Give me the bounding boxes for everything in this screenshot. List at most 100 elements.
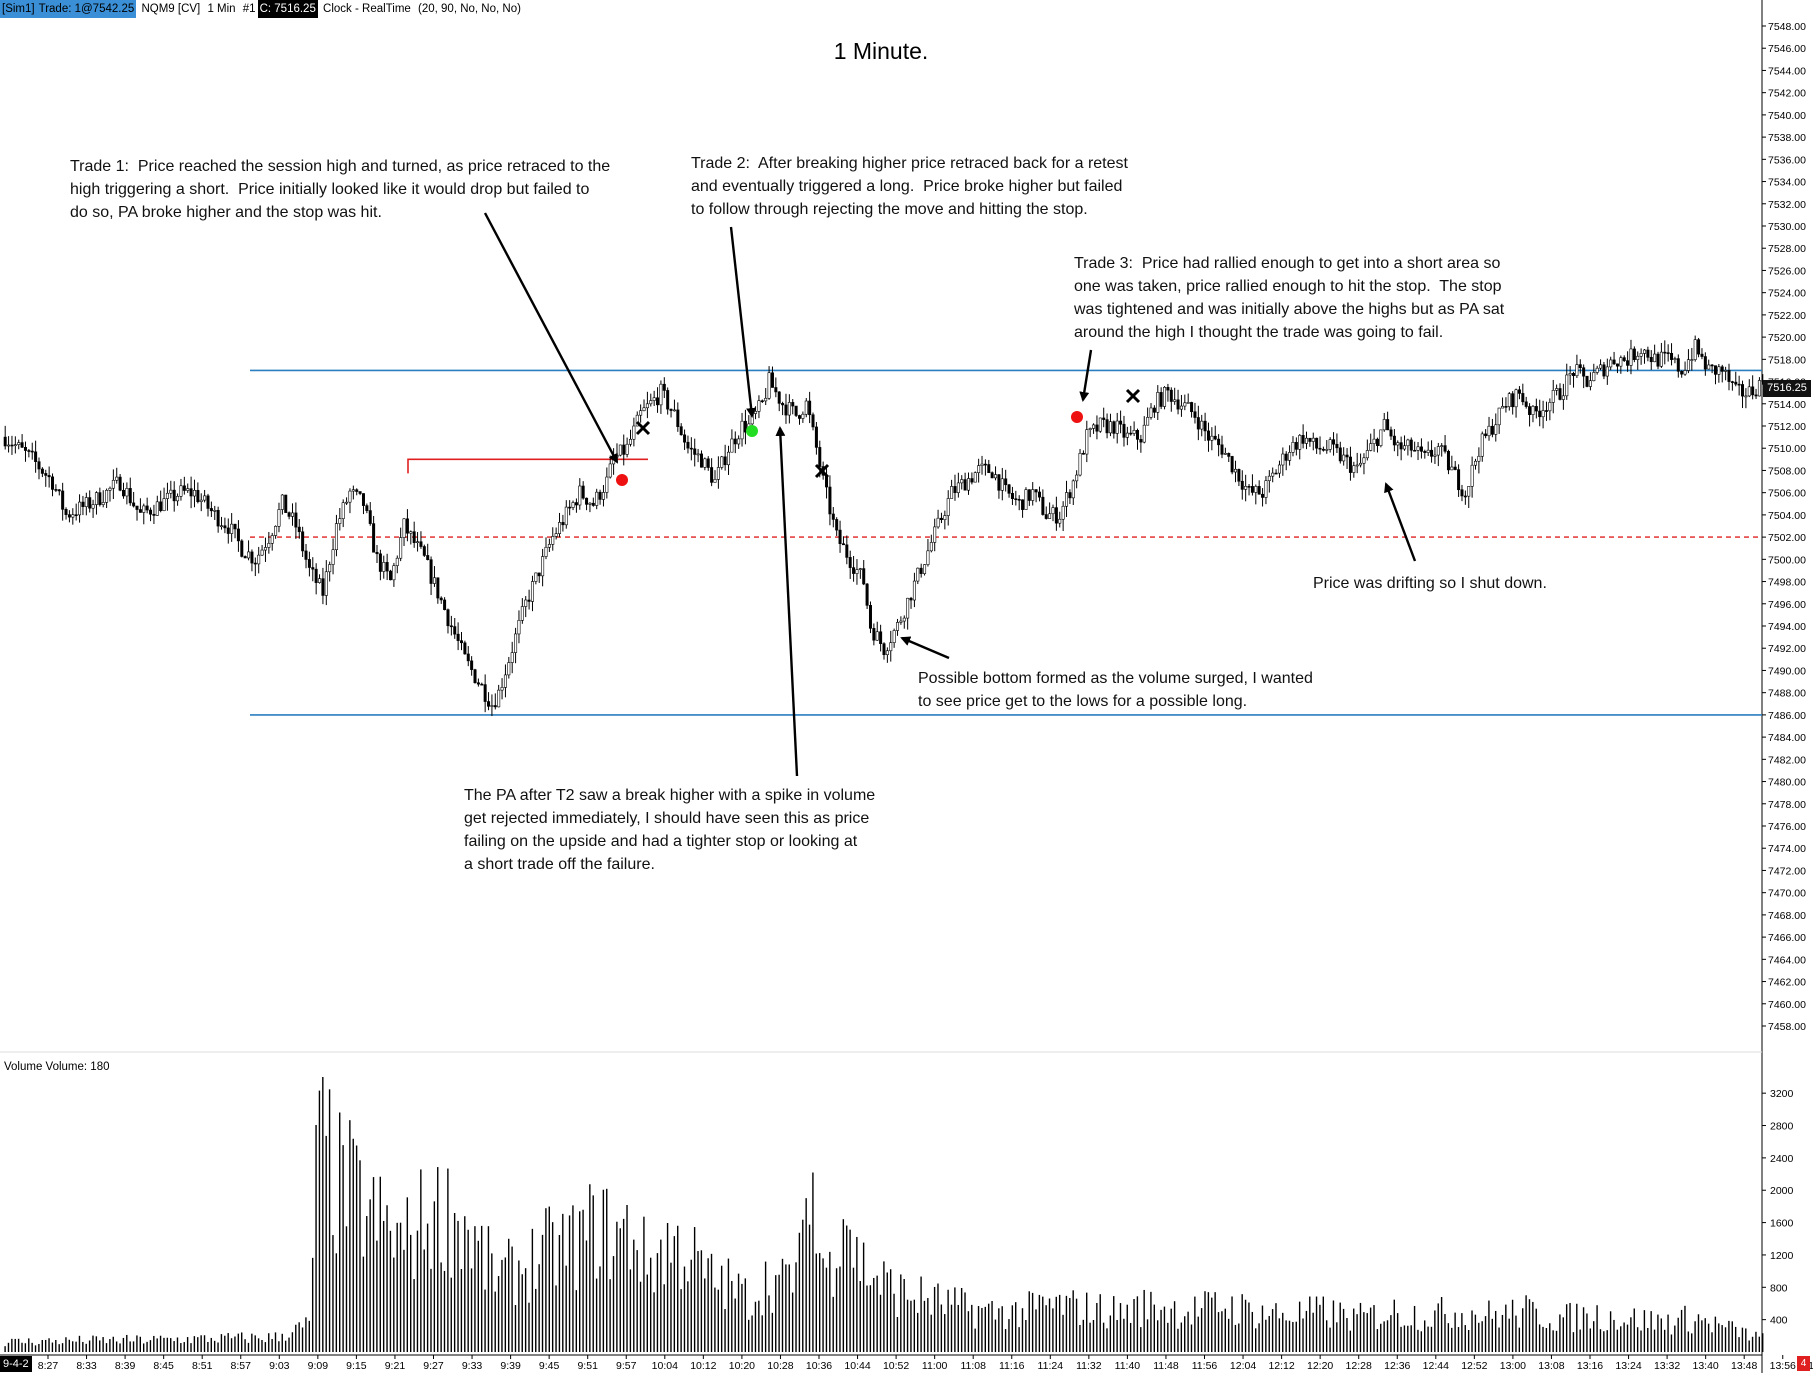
volume-bar bbox=[748, 1319, 750, 1352]
candle-body bbox=[1460, 489, 1464, 497]
candle-body bbox=[835, 519, 839, 531]
volume-bar bbox=[1376, 1329, 1379, 1352]
volume-bar bbox=[633, 1239, 635, 1352]
candle-body bbox=[1413, 449, 1417, 452]
candle-body bbox=[1396, 442, 1400, 446]
volume-bar bbox=[183, 1342, 185, 1352]
stop-mark bbox=[814, 463, 830, 479]
price-tick-label: 7512.00 bbox=[1768, 421, 1806, 433]
volume-bar bbox=[906, 1299, 909, 1352]
candle-body bbox=[963, 479, 967, 491]
volume-bar bbox=[788, 1264, 790, 1352]
volume-bar bbox=[1004, 1329, 1007, 1352]
trade-label[interactable]: Trade: 1@7542.25 bbox=[36, 0, 137, 18]
candle-body bbox=[1203, 420, 1207, 432]
candle-body bbox=[405, 518, 409, 534]
candle-body bbox=[862, 568, 866, 585]
candle-body bbox=[625, 443, 629, 455]
volume-bar bbox=[599, 1266, 601, 1352]
volume-bar bbox=[1123, 1318, 1125, 1352]
volume-bar bbox=[666, 1222, 669, 1352]
candle-body bbox=[270, 535, 274, 544]
candle-body bbox=[470, 660, 474, 670]
price-tick-label: 7504.00 bbox=[1768, 510, 1806, 522]
volume-bar bbox=[1680, 1309, 1683, 1352]
volume-bar bbox=[957, 1304, 959, 1352]
volume-bar bbox=[1511, 1299, 1514, 1352]
price-axis[interactable]: 7548.00 7546.00 7544.00 7542.00 7540.00 7538.… bbox=[1762, 21, 1806, 1033]
candle-body bbox=[1582, 367, 1586, 377]
candle-body bbox=[1193, 411, 1197, 418]
candle-body bbox=[311, 567, 315, 570]
volume-bar bbox=[1545, 1328, 1548, 1352]
candle-body bbox=[1088, 428, 1092, 430]
candle-body bbox=[44, 473, 48, 476]
volume-bar bbox=[562, 1213, 564, 1352]
candle-body bbox=[1487, 425, 1491, 437]
volume-bar bbox=[971, 1304, 973, 1352]
volume-bar bbox=[1481, 1321, 1483, 1352]
candle-body bbox=[1626, 360, 1630, 366]
volume-bar bbox=[1762, 1333, 1764, 1352]
time-tick-label: 13:24 bbox=[1615, 1360, 1641, 1372]
candle-body bbox=[1031, 489, 1035, 501]
volume-bar bbox=[734, 1298, 736, 1352]
volume-tick-label: 800 bbox=[1770, 1282, 1788, 1294]
candle-body bbox=[1480, 433, 1484, 457]
volume-bar bbox=[839, 1266, 841, 1352]
volume-bar bbox=[1751, 1336, 1754, 1352]
candle-body bbox=[1234, 468, 1238, 473]
candle-body bbox=[328, 564, 332, 573]
volume-bar bbox=[1369, 1307, 1372, 1352]
candle-body bbox=[1365, 450, 1369, 459]
volume-bar bbox=[687, 1281, 689, 1352]
candle-body bbox=[1703, 356, 1707, 370]
volume-bar bbox=[1660, 1318, 1662, 1352]
candle-body bbox=[169, 489, 173, 494]
volume-bar bbox=[1474, 1314, 1477, 1352]
candle-body bbox=[872, 628, 876, 641]
time-axis[interactable]: 8:27 8:33 8:39 8:45 8:51 8:57 9:03 9:09 9:15 9:21… bbox=[38, 1355, 1813, 1372]
volume-bar bbox=[369, 1199, 371, 1352]
volume-bar bbox=[1562, 1317, 1564, 1352]
candle-body bbox=[304, 550, 308, 560]
candle-body bbox=[1267, 475, 1271, 481]
candle-body bbox=[1727, 370, 1731, 382]
candle-body bbox=[71, 514, 75, 518]
time-tick-label: 10:28 bbox=[767, 1360, 793, 1372]
candle-body bbox=[1142, 424, 1146, 443]
candle-body bbox=[1061, 505, 1065, 520]
volume-bar bbox=[616, 1221, 618, 1352]
volume-bar bbox=[947, 1289, 949, 1352]
candle-body bbox=[899, 620, 903, 623]
candle-body bbox=[7, 444, 11, 447]
volume-bar bbox=[930, 1314, 932, 1352]
volume-bar bbox=[1194, 1296, 1196, 1352]
volume-bar bbox=[420, 1169, 422, 1352]
time-tick-label: 8:57 bbox=[231, 1360, 252, 1372]
candle-body bbox=[105, 490, 109, 503]
time-tick-label: 10:36 bbox=[806, 1360, 832, 1372]
volume-bar bbox=[132, 1341, 135, 1352]
candle-body bbox=[419, 541, 423, 547]
candle-body bbox=[909, 597, 913, 601]
price-tick-label: 7482.00 bbox=[1768, 754, 1806, 766]
price-tick-label: 7508.00 bbox=[1768, 465, 1806, 477]
price-tick-label: 7530.00 bbox=[1768, 221, 1806, 233]
volume-bar bbox=[382, 1220, 385, 1352]
volume-bar bbox=[758, 1300, 760, 1352]
candle-body bbox=[814, 426, 818, 448]
account-label[interactable]: [Sim1] bbox=[0, 0, 37, 18]
volume-bar bbox=[254, 1335, 256, 1352]
candle-body bbox=[659, 383, 663, 406]
candle-body bbox=[74, 514, 78, 516]
volume-bar bbox=[582, 1209, 584, 1352]
candle-body bbox=[206, 495, 210, 509]
candle-body bbox=[1294, 441, 1298, 450]
candle-body bbox=[145, 505, 149, 511]
candle-body bbox=[720, 456, 724, 468]
volume-bar bbox=[1677, 1317, 1679, 1352]
time-tick-label: 11:40 bbox=[1115, 1360, 1141, 1372]
volume-bar bbox=[1268, 1316, 1270, 1352]
